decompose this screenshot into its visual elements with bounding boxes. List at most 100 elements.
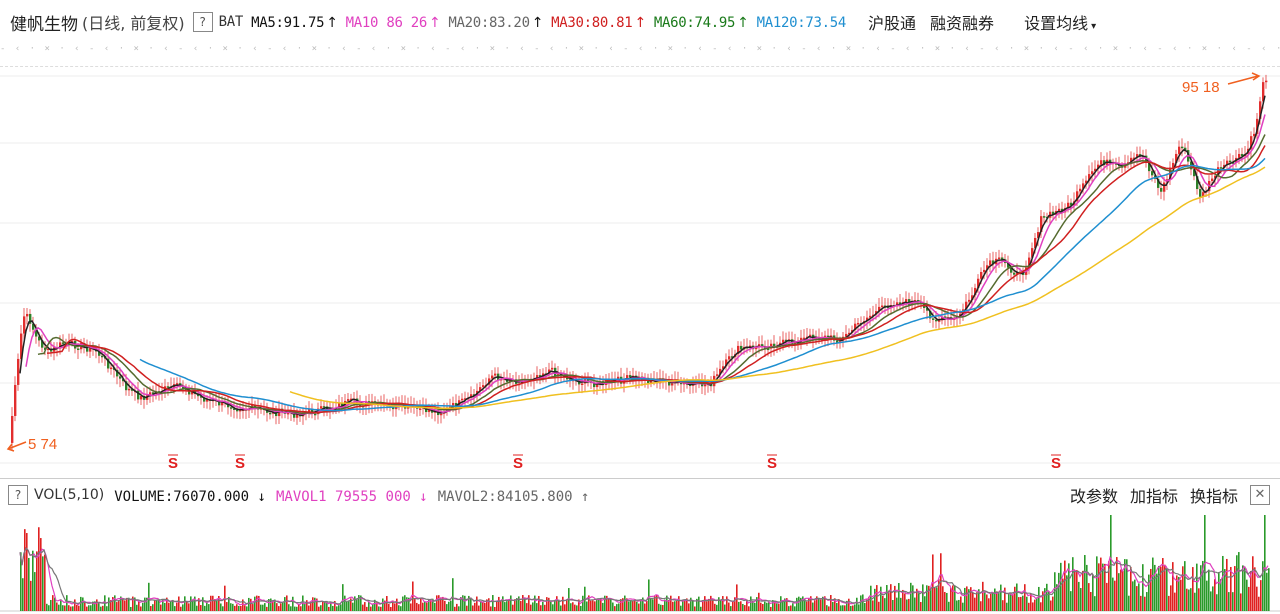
volume-bar [884, 598, 886, 611]
signal-marker[interactable]: S [168, 455, 178, 472]
volume-bar [948, 601, 950, 611]
volume-bar [86, 606, 88, 611]
volume-bar [472, 605, 474, 611]
volume-bar [856, 597, 858, 611]
volume-bar [314, 597, 316, 611]
volume-bar [1166, 569, 1168, 611]
volume-bar [108, 597, 110, 611]
candle-body [668, 381, 671, 386]
ma-settings-button[interactable]: 设置均线 ▾ [1024, 10, 1096, 34]
volume-bar [290, 606, 292, 611]
volume-bar [1134, 579, 1136, 611]
volume-bar [340, 604, 342, 611]
volume-bar [586, 601, 588, 611]
switch-indicator-button[interactable]: 换指标 [1189, 487, 1238, 506]
volume-bar [116, 602, 118, 611]
volume-bar [926, 585, 928, 611]
candle-body [587, 378, 590, 382]
volume-bar [434, 602, 436, 611]
moving-average-line [139, 157, 1266, 412]
volume-bar [1122, 570, 1124, 611]
candle-body [14, 384, 17, 416]
volume-bar [624, 595, 626, 611]
candle-body [269, 412, 272, 415]
volume-bar [916, 588, 918, 611]
chart-period[interactable]: (日线, 前复权) [82, 14, 185, 33]
volume-bar [556, 596, 558, 611]
volume-bar [848, 598, 850, 611]
volume-bar [338, 605, 340, 611]
volume-bar [412, 581, 414, 611]
volume-bar [778, 603, 780, 611]
volume-bar [368, 602, 370, 611]
volume-bar [588, 595, 590, 611]
volume-bar [968, 589, 970, 611]
volume-bar [780, 596, 782, 611]
candle-body [1196, 176, 1199, 190]
volume-bar [268, 599, 270, 611]
volume-bar [410, 603, 412, 611]
signal-marker[interactable]: S [767, 455, 777, 472]
volume-bar [610, 598, 612, 611]
candle-body [710, 383, 713, 387]
volume-bar [178, 596, 180, 611]
volume-readout: MAVOL1 79555 000 ↓ [276, 489, 428, 505]
volume-bar [740, 601, 742, 611]
volume-chart[interactable] [0, 512, 1280, 612]
change-params-button[interactable]: 改参数 [1069, 487, 1118, 506]
arrow-icon [6, 441, 27, 452]
volume-help-icon[interactable]: ? [8, 485, 28, 505]
volume-bar [962, 602, 964, 611]
volume-bar [1046, 583, 1048, 611]
close-icon[interactable]: ✕ [1250, 485, 1270, 505]
signal-marker[interactable]: S [235, 455, 245, 472]
stock-name[interactable]: 健帆生物 [10, 14, 78, 35]
volume-bar [880, 586, 882, 611]
volume-indicator-label[interactable]: VOL(5,10) [34, 487, 105, 503]
volume-bar [432, 598, 434, 611]
volume-bar [1114, 580, 1116, 611]
volume-bar [30, 580, 32, 611]
volume-bar [840, 605, 842, 611]
volume-bar [324, 601, 326, 611]
candle-body [1097, 164, 1100, 169]
volume-bar [418, 604, 420, 611]
margin-trading-button[interactable]: 融资融券 [930, 14, 995, 33]
volume-bar [464, 595, 466, 611]
help-icon[interactable]: ? [192, 12, 213, 32]
candle-body [1013, 272, 1016, 275]
volume-bar [634, 599, 636, 611]
volume-bar [122, 598, 124, 611]
volume-bar [658, 603, 660, 611]
candle-body [431, 410, 434, 413]
volume-bar [700, 606, 702, 611]
volume-bar [1044, 588, 1046, 611]
hk-connect-button[interactable]: 沪股通 [868, 14, 917, 33]
volume-bar [1150, 568, 1152, 611]
add-indicator-button[interactable]: 加指标 [1129, 487, 1178, 506]
volume-bar [576, 605, 578, 611]
candle-body [1091, 171, 1094, 175]
volume-bar [124, 600, 126, 611]
moving-average-line [19, 95, 1266, 417]
volume-bar [724, 604, 726, 611]
candle-body [59, 342, 62, 349]
volume-bar [1132, 581, 1134, 611]
volume-bar [32, 550, 34, 611]
signal-marker[interactable]: S [1051, 455, 1061, 472]
candle-body [1193, 169, 1196, 177]
ma-readout: MA30:80.81 ↑ [551, 15, 646, 31]
volume-bar [1052, 596, 1054, 611]
volume-bar [830, 595, 832, 611]
candle-body [197, 393, 200, 397]
volume-bar [966, 586, 968, 611]
volume-bar [102, 605, 104, 611]
volume-bar [878, 601, 880, 611]
volume-bar [870, 585, 872, 611]
signal-marker[interactable]: S [513, 455, 523, 472]
price-chart[interactable]: 95 18 5 74 S S S S S [0, 68, 1280, 473]
volume-bar [662, 604, 664, 611]
candle-body [731, 356, 734, 358]
volume-bar [974, 597, 976, 611]
volume-bar [996, 591, 998, 611]
